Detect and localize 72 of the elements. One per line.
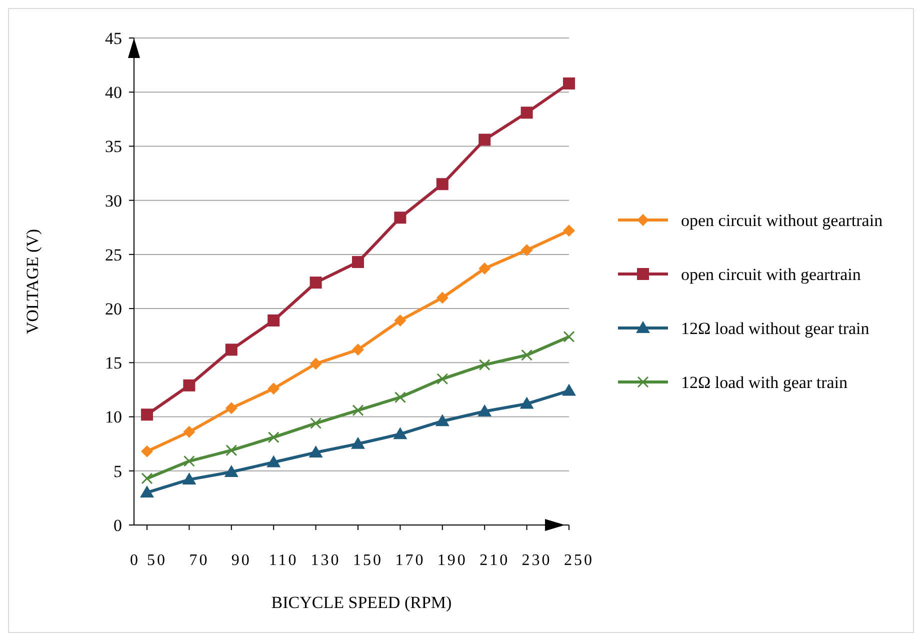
y-tick-label: 25 [105,245,122,264]
point [521,349,533,361]
point [394,314,406,326]
y-tick-label: 35 [105,137,122,156]
point [351,436,365,449]
legend-label: 12Ω load without gear train [681,318,870,338]
y-tick-label: 0 [114,516,122,535]
x-tick-label: 230 [522,552,552,569]
point [140,486,154,498]
point [352,344,364,356]
legend-label: open circuit without geartrain [681,210,884,230]
x-tick-label: 90 [231,552,252,569]
point [436,373,448,385]
point [225,344,238,356]
point [141,408,153,421]
x-tick-label: 170 [395,552,426,569]
point [478,262,491,275]
point [520,244,533,256]
point [478,134,491,146]
legend-label: 12Ω load with gear train [681,372,848,392]
point [183,426,196,438]
point [563,77,575,90]
point [352,404,364,416]
point [225,402,238,414]
y-axis-title: VOLTAGE (V) [23,228,42,334]
point [308,445,323,458]
x-tick-label: 250 [564,552,594,569]
point [268,382,280,395]
legend-label: open circuit with geartrain [681,264,862,284]
x-axis-title: BICYCLE SPEED (RPM) [271,593,452,612]
point [563,224,575,237]
y-tick-label: 45 [105,28,122,48]
point [393,427,408,440]
point [394,212,406,224]
y-tick-label: 10 [105,408,122,427]
point [310,276,322,289]
x-tick-label: 110 [268,552,298,569]
text: 0 [130,552,138,569]
point [436,178,448,190]
point [141,472,153,484]
x-tick-label: 210 [480,552,510,569]
point [310,358,322,370]
point [562,384,576,396]
point [141,445,153,458]
point [478,404,492,416]
point [520,396,534,409]
point [183,379,196,392]
x-tick-label: 150 [353,552,383,569]
point [182,472,196,485]
point [478,359,490,371]
y-tick-label: 15 [105,354,122,373]
y-tick-label: 40 [105,83,122,102]
point [183,455,195,467]
point [224,464,238,477]
x-tick-label: 130 [310,552,341,569]
y-tick-label: 30 [105,191,122,210]
y-tick-label: 20 [105,300,122,319]
point [268,432,280,444]
x-tick-label: 70 [189,552,210,569]
point [352,256,364,268]
point [394,392,406,404]
point [266,455,281,468]
point [310,418,322,430]
point [436,292,448,304]
point [268,314,280,326]
point [520,106,533,119]
point [563,330,575,342]
x-tick-label: 50 [147,552,167,569]
point [226,444,238,456]
y-tick-label: 5 [114,462,122,481]
x-tick-label: 190 [437,552,468,569]
point [435,414,450,426]
